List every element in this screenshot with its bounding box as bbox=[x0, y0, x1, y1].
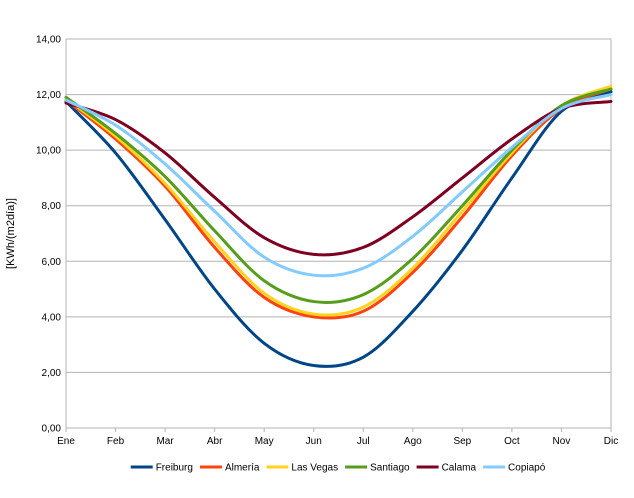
y-tick-label: 12,00 bbox=[36, 90, 61, 101]
series-line-5 bbox=[64, 93, 613, 278]
series-lines bbox=[64, 84, 613, 368]
grid bbox=[66, 38, 611, 429]
y-tick-labels: 0,00 2,00 4,00 6,00 8,00 10,00 12,00 14,00 bbox=[36, 35, 61, 435]
x-tick-label: Nov bbox=[553, 436, 571, 447]
y-tick-label: 14,00 bbox=[36, 35, 61, 46]
x-tick-label: Dic bbox=[604, 436, 618, 447]
legend-label: Almería bbox=[225, 463, 260, 474]
legend-label: Calama bbox=[442, 463, 477, 474]
series-line-2 bbox=[64, 84, 613, 317]
x-tick-label: Ago bbox=[404, 436, 422, 447]
x-tick-label: Oct bbox=[504, 436, 520, 447]
x-tick-label: Abr bbox=[207, 436, 223, 447]
x-tick-label: May bbox=[255, 436, 274, 447]
y-tick-label: 0,00 bbox=[42, 424, 62, 435]
y-tick-label: 4,00 bbox=[42, 312, 62, 323]
y-tick-label: 10,00 bbox=[36, 146, 61, 157]
y-tick-label: 8,00 bbox=[42, 201, 62, 212]
x-tick-label: Jul bbox=[357, 436, 370, 447]
legend-label: Freiburg bbox=[156, 463, 193, 474]
y-axis-label: [KWh/(m2día)] bbox=[5, 198, 17, 269]
legend-label: Santiago bbox=[370, 463, 410, 474]
legend: Freiburg Almería Las Vegas Santiago Calama Co… bbox=[130, 463, 546, 474]
x-tick-labels: Ene Feb Mar Abr May Jun Jul Ago Sep Oct Nov Dic bbox=[57, 436, 618, 447]
series-line-3 bbox=[64, 87, 613, 304]
y-tick-label: 2,00 bbox=[42, 368, 62, 379]
legend-label: Las Vegas bbox=[291, 463, 338, 474]
legend-label: Copiapó bbox=[508, 463, 546, 474]
x-tick-label: Mar bbox=[156, 436, 174, 447]
y-tick-label: 6,00 bbox=[42, 257, 62, 268]
x-tick-label: Sep bbox=[453, 436, 471, 447]
series-line-4 bbox=[64, 100, 613, 257]
series-line-1 bbox=[64, 87, 613, 320]
x-tick-label: Ene bbox=[57, 436, 75, 447]
axes bbox=[65, 39, 612, 432]
x-tick-label: Jun bbox=[306, 436, 322, 447]
series-line-0 bbox=[64, 90, 613, 368]
x-tick-label: Feb bbox=[107, 436, 125, 447]
